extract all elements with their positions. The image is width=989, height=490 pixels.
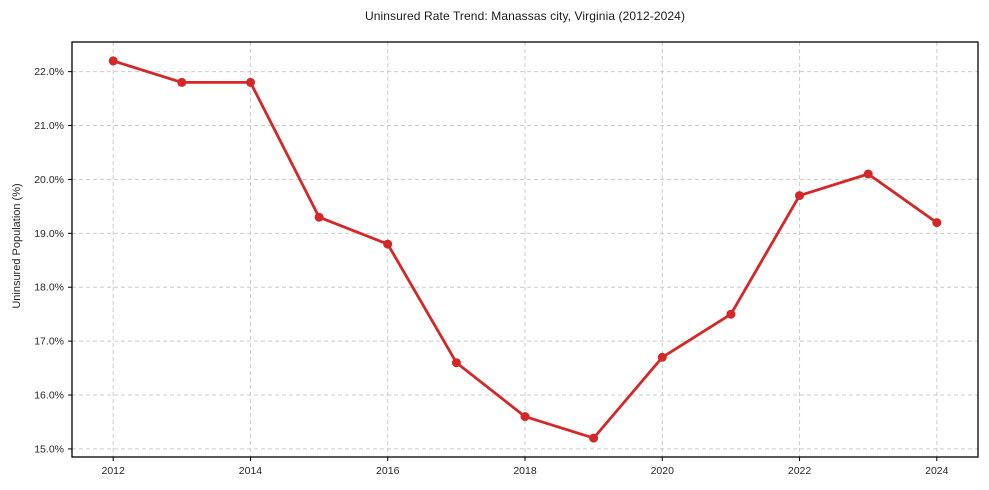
- x-tick-label: 2024: [925, 465, 949, 477]
- y-tick-label: 20.0%: [34, 174, 64, 186]
- chart-title: Uninsured Rate Trend: Manassas city, Vir…: [364, 9, 686, 23]
- y-tick-label: 19.0%: [34, 228, 64, 240]
- y-tick-label: 21.0%: [34, 120, 64, 132]
- data-point-2012: [108, 56, 118, 66]
- data-point-2018: [520, 412, 530, 422]
- data-point-2015: [314, 212, 324, 222]
- x-tick-label: 2016: [376, 465, 400, 477]
- data-point-2021: [726, 309, 736, 319]
- data-point-2014: [246, 77, 255, 87]
- y-tick-label: 16.0%: [34, 390, 64, 402]
- y-tick-label: 22.0%: [34, 66, 64, 78]
- x-tick-label: 2018: [513, 465, 537, 477]
- data-point-2022: [795, 191, 804, 201]
- data-point-2017: [451, 358, 461, 368]
- data-point-2023: [863, 169, 873, 179]
- data-point-2024: [932, 218, 942, 228]
- y-tick-label: 17.0%: [34, 336, 64, 348]
- y-tick-label: 18.0%: [34, 282, 64, 294]
- x-tick-label: 2014: [239, 465, 263, 477]
- data-point-2020: [657, 352, 667, 362]
- data-point-2016: [383, 239, 393, 249]
- data-point-2019: [589, 433, 599, 443]
- data-point-2013: [177, 77, 187, 87]
- x-tick-label: 2012: [102, 465, 126, 477]
- x-tick-label: 2022: [788, 465, 812, 477]
- y-tick-label: 15.0%: [34, 443, 64, 455]
- x-tick-label: 2020: [651, 465, 675, 477]
